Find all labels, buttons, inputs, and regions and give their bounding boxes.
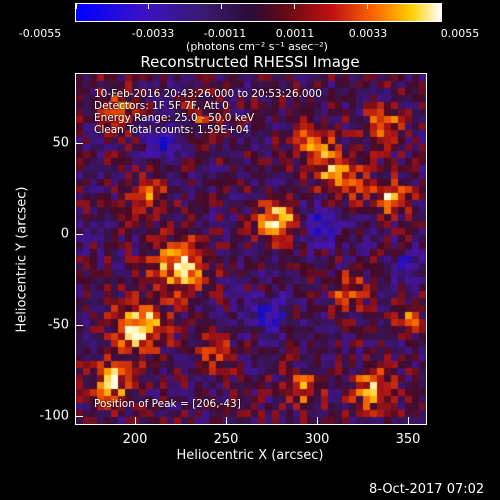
- colorbar: [75, 3, 442, 22]
- y-tick-label: 0: [60, 226, 69, 242]
- y-tick-label: -100: [39, 408, 69, 424]
- info-time: 10-Feb-2016 20:43:26.000 to 20:53:26.000: [94, 88, 322, 100]
- colorbar-label: -0.0011: [203, 27, 247, 40]
- colorbar-tick: [148, 3, 149, 9]
- colorbar-label: -0.0055: [18, 27, 62, 40]
- y-tick-label: -50: [47, 317, 69, 333]
- colorbar-tick: [76, 3, 77, 9]
- x-tick: [135, 417, 136, 425]
- plot-title: Reconstructed RHESSI Image: [140, 53, 360, 71]
- y-tick: [75, 143, 83, 144]
- info-detectors: Detectors: 1F 5F 7F, Att 0: [94, 100, 229, 112]
- rhessi-image: [76, 74, 426, 424]
- y-tick: [75, 325, 83, 326]
- x-tick-label: 300: [304, 432, 330, 447]
- colorbar-tick: [367, 3, 368, 9]
- colorbar-tick: [440, 3, 441, 9]
- colorbar-tick: [221, 3, 222, 9]
- date-stamp: 8-Oct-2017 07:02: [369, 482, 485, 497]
- y-tick: [75, 416, 83, 417]
- x-tick-label: 350: [395, 432, 421, 447]
- info-peak: Position of Peak = [206,-43]: [94, 398, 241, 410]
- x-tick-label: 250: [213, 432, 239, 447]
- x-tick: [317, 417, 318, 425]
- colorbar-tick: [294, 3, 295, 9]
- y-tick-label: 50: [52, 135, 69, 151]
- image-plot: [75, 73, 427, 425]
- x-axis-label: Heliocentric X (arcsec): [176, 448, 324, 463]
- y-axis-label: Heliocentric Y (arcsec): [14, 186, 30, 333]
- info-energy: Energy Range: 25.0 - 50.0 keV: [94, 112, 255, 124]
- x-tick: [226, 417, 227, 425]
- colorbar-label: 0.0011: [275, 27, 315, 40]
- x-tick-label: 200: [122, 432, 148, 447]
- y-tick: [75, 234, 83, 235]
- colorbar-label: 0.0033: [348, 27, 388, 40]
- info-method: Clean Total counts: 1.59E+04: [94, 124, 250, 136]
- x-tick: [408, 417, 409, 425]
- colorbar-unit: (photons cm⁻² s⁻¹ asec⁻²): [186, 40, 328, 53]
- colorbar-label: -0.0033: [131, 27, 175, 40]
- colorbar-label: 0.0055: [440, 27, 480, 40]
